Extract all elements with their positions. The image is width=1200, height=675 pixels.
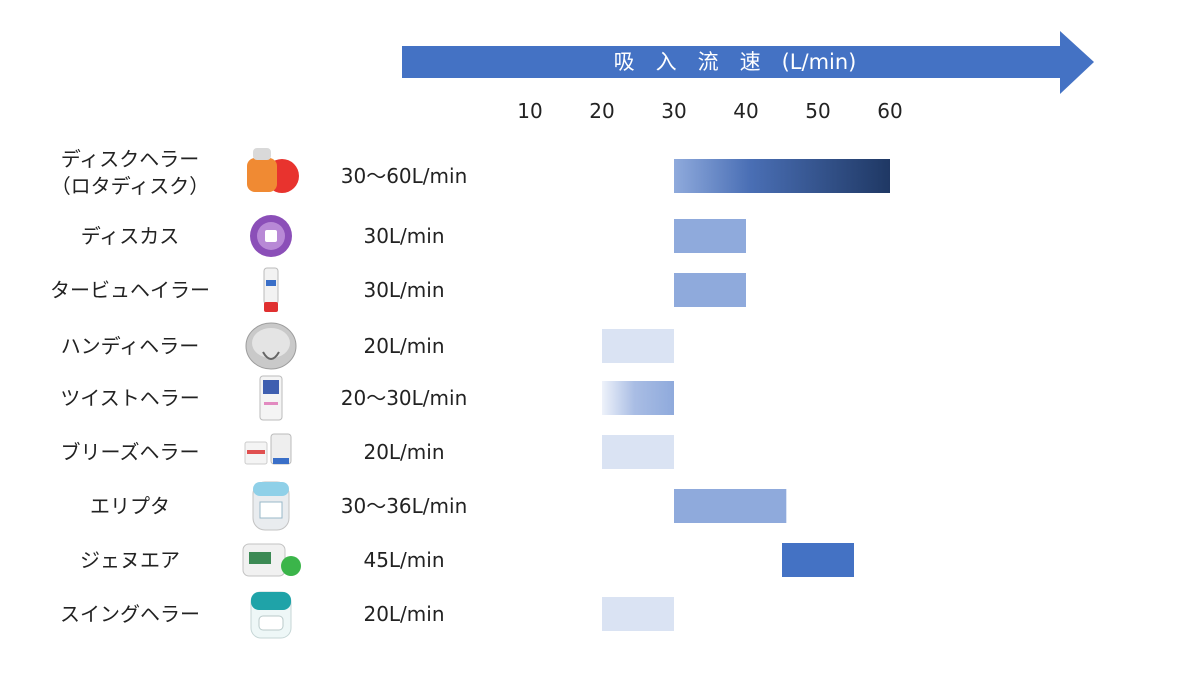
device-row: ハンディヘラー 20L/min (61, 322, 674, 370)
diskus-device-icon (250, 215, 292, 257)
flow-axis-arrow: 吸 入 流 速 (L/min) (402, 31, 1094, 94)
handihaler-device-icon (245, 322, 297, 370)
x-tick-label: 60 (877, 99, 902, 123)
device-row: ブリーズヘラー 20L/min (61, 433, 674, 469)
device-name: エリプタ (90, 494, 170, 518)
rotadisk-device-icon (247, 148, 299, 193)
genuair-device-icon (242, 543, 301, 577)
device-row: スイングヘラー 20L/min (60, 591, 674, 639)
x-tick-label: 40 (733, 99, 758, 123)
device-name: ハンディヘラー (61, 334, 200, 358)
device-row: ジェヌエア 45L/min (80, 543, 854, 577)
swinghaler-device-icon (250, 591, 292, 639)
flow-range-bar (602, 597, 674, 631)
flow-range-bar (602, 381, 674, 415)
flow-range-bar (674, 159, 890, 193)
flow-range-bar (602, 435, 674, 469)
flow-range-label: 30L/min (363, 278, 444, 302)
flow-range-label: 30〜36L/min (341, 494, 468, 518)
x-axis-ticks: 10 20 30 40 50 60 (517, 99, 902, 123)
device-name: ディスクヘラー (61, 147, 200, 171)
device-name: ツイストヘラー (60, 386, 199, 410)
flow-range-label: 45L/min (363, 548, 444, 572)
arrow-shape (402, 31, 1094, 94)
x-tick-label: 30 (661, 99, 686, 123)
device-row: ツイストヘラー 20〜30L/min (60, 375, 674, 421)
flow-range-bar (602, 329, 674, 363)
device-name: （ロタディスク） (51, 174, 210, 198)
x-tick-label: 50 (805, 99, 830, 123)
device-name: タービュヘイラー (50, 278, 210, 302)
flow-range-label: 20L/min (363, 440, 444, 464)
device-row: ディスクヘラー （ロタディスク） 30〜60L/min (51, 147, 890, 198)
device-row: タービュヘイラー 30L/min (50, 267, 746, 312)
device-row: エリプタ 30〜36L/min (90, 481, 787, 531)
flow-range-bar (782, 543, 854, 577)
x-tick-label: 10 (517, 99, 542, 123)
breezhaler-device-icon (244, 433, 292, 465)
flow-range-label: 20L/min (363, 602, 444, 626)
device-name: ディスカス (81, 224, 180, 248)
device-name: ジェヌエア (80, 548, 180, 572)
flow-range-label: 30L/min (363, 224, 444, 248)
flow-range-label: 30〜60L/min (341, 164, 468, 188)
x-tick-label: 20 (589, 99, 614, 123)
axis-label: 吸 入 流 速 (L/min) (614, 50, 857, 74)
flow-range-bar (674, 219, 746, 253)
device-name: ブリーズヘラー (61, 440, 200, 464)
device-name: スイングヘラー (60, 602, 200, 626)
device-row: ディスカス 30L/min (81, 215, 746, 257)
ellipta-device-icon (252, 481, 290, 531)
flow-range-bar (674, 273, 746, 307)
turbuhaler-device-icon (263, 267, 279, 312)
flow-range-bar (674, 489, 787, 523)
flow-range-label: 20〜30L/min (341, 386, 468, 410)
flow-range-label: 20L/min (363, 334, 444, 358)
twisthaler-device-icon (259, 375, 283, 421)
